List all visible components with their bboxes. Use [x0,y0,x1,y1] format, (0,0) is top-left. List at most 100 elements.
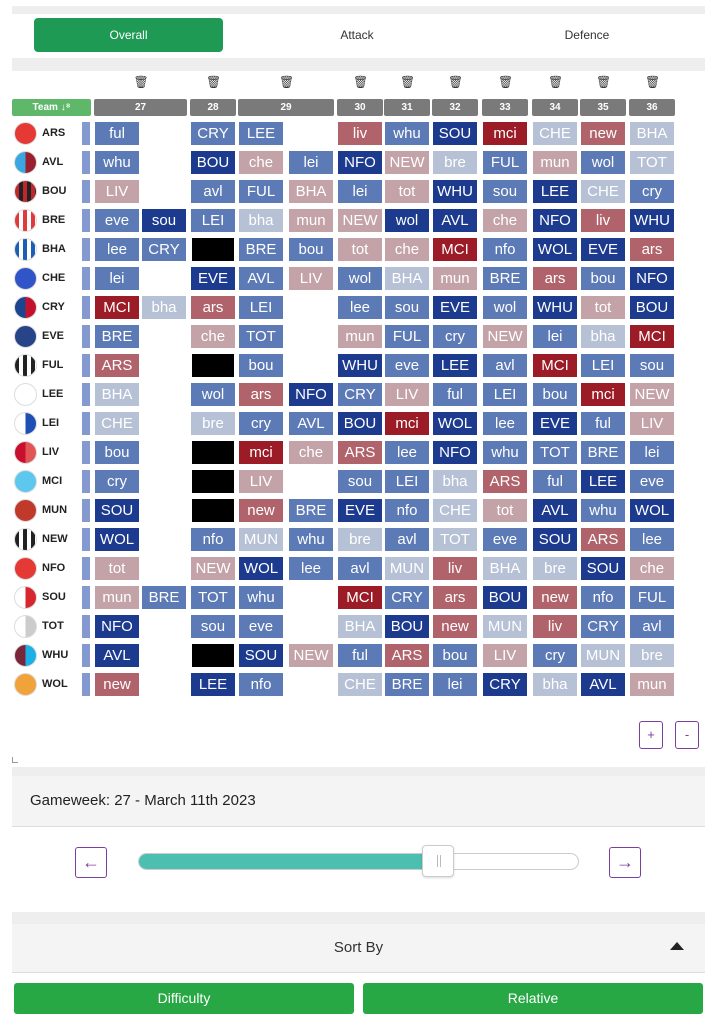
fixture-cell[interactable]: TOT [239,325,283,348]
fixture-cell[interactable]: LEE [581,470,625,493]
fixture-cell[interactable]: LEI [581,354,625,377]
fixture-cell[interactable]: bou [289,238,333,261]
fixture-cell[interactable]: sou [338,470,382,493]
gameweek-header[interactable]: 30 [337,99,383,116]
fixture-cell[interactable]: TOT [433,528,477,551]
fixture-cell[interactable]: che [289,441,333,464]
fixture-cell[interactable]: ars [191,296,235,319]
fixture-cell[interactable]: LEI [483,383,527,406]
fixture-cell[interactable]: lei [433,673,477,696]
trash-icon[interactable]: 🗑 [645,75,661,89]
fixture-cell[interactable]: eve [483,528,527,551]
zoom-in-button[interactable]: + [639,721,663,749]
fixture-cell[interactable]: whu [581,499,625,522]
fixture-cell[interactable]: lei [95,267,139,290]
fixture-cell[interactable]: AVL [433,209,477,232]
fixture-cell[interactable]: CRY [191,122,235,145]
next-gameweek-button[interactable]: → [609,847,641,878]
fixture-cell[interactable]: NEW [630,383,674,406]
fixture-cell[interactable]: eve [95,209,139,232]
fixture-cell[interactable]: avl [385,528,429,551]
fixture-cell[interactable]: ful [338,644,382,667]
fixture-cell[interactable]: NFO [433,441,477,464]
gameweek-header[interactable]: 27 [94,99,187,116]
fixture-cell[interactable]: lei [533,325,577,348]
fixture-cell[interactable]: EVE [533,412,577,435]
fixture-cell[interactable]: mun [95,586,139,609]
fixture-cell[interactable]: nfo [483,238,527,261]
fixture-cell[interactable]: EVE [433,296,477,319]
trash-icon[interactable]: 🗑 [448,75,464,89]
fixture-cell[interactable]: EVE [581,238,625,261]
fixture-cell[interactable]: CHE [95,412,139,435]
fixture-cell[interactable]: mci [239,441,283,464]
fixture-cell[interactable]: sou [191,615,235,638]
fixture-cell[interactable]: MCI [433,238,477,261]
fixture-cell[interactable]: che [630,557,674,580]
fixture-cell[interactable]: ful [533,470,577,493]
fixture-cell[interactable]: FUL [385,325,429,348]
relative-button[interactable]: Relative [363,983,703,1014]
fixture-cell[interactable]: sou [630,354,674,377]
fixture-cell[interactable]: tot [338,238,382,261]
fixture-cell[interactable]: eve [239,615,283,638]
difficulty-button[interactable]: Difficulty [14,983,354,1014]
fixture-cell[interactable]: SOU [239,644,283,667]
fixture-cell[interactable]: MCI [533,354,577,377]
resize-handle[interactable] [12,757,18,763]
fixture-cell[interactable]: tot [483,499,527,522]
fixture-cell[interactable]: ars [433,586,477,609]
fixture-cell[interactable]: LIV [289,267,333,290]
fixture-cell[interactable]: ful [95,122,139,145]
fixture-cell[interactable]: mun [533,151,577,174]
fixture-cell[interactable]: AVL [95,644,139,667]
trash-icon[interactable]: 🗑 [133,75,149,89]
fixture-cell[interactable]: wol [581,151,625,174]
fixture-cell[interactable]: new [533,586,577,609]
gameweek-header[interactable]: 33 [482,99,528,116]
fixture-cell[interactable]: CRY [338,383,382,406]
fixture-cell[interactable]: LIV [239,470,283,493]
fixture-cell[interactable]: WHU [630,209,674,232]
fixture-cell[interactable]: cry [630,180,674,203]
fixture-cell[interactable]: BOU [385,615,429,638]
fixture-cell[interactable]: WOL [630,499,674,522]
fixture-cell[interactable]: LIV [630,412,674,435]
fixture-cell[interactable]: cry [239,412,283,435]
fixture-cell[interactable]: TOT [630,151,674,174]
fixture-cell[interactable]: ARS [483,470,527,493]
fixture-cell[interactable]: sou [142,209,186,232]
fixture-cell[interactable]: bre [630,644,674,667]
fixture-cell[interactable]: WHU [338,354,382,377]
fixture-cell[interactable]: wol [191,383,235,406]
fixture-cell[interactable]: liv [338,122,382,145]
fixture-cell[interactable]: whu [95,151,139,174]
fixture-cell[interactable]: bou [533,383,577,406]
fixture-cell[interactable]: LIV [483,644,527,667]
fixture-cell[interactable]: LIV [385,383,429,406]
fixture-cell[interactable]: MUN [239,528,283,551]
fixture-cell[interactable]: ARS [95,354,139,377]
fixture-cell[interactable]: EVE [191,267,235,290]
fixture-cell[interactable]: mun [289,209,333,232]
fixture-cell[interactable]: NFO [338,151,382,174]
fixture-cell[interactable]: AVL [533,499,577,522]
fixture-cell[interactable]: WHU [533,296,577,319]
fixture-cell[interactable]: bou [433,644,477,667]
fixture-cell[interactable]: NEW [289,644,333,667]
fixture-cell[interactable]: CRY [385,586,429,609]
fixture-cell[interactable]: BOU [191,151,235,174]
fixture-cell[interactable]: eve [630,470,674,493]
fixture-cell[interactable]: cry [95,470,139,493]
fixture-cell[interactable]: BRE [385,673,429,696]
fixture-cell[interactable]: new [239,499,283,522]
fixture-cell[interactable]: avl [483,354,527,377]
fixture-cell[interactable]: SOU [533,528,577,551]
fixture-cell[interactable]: ful [433,383,477,406]
fixture-cell[interactable]: BOU [338,412,382,435]
fixture-cell[interactable]: bou [581,267,625,290]
fixture-cell[interactable]: che [239,151,283,174]
fixture-cell[interactable]: tot [385,180,429,203]
fixture-cell[interactable]: CHE [581,180,625,203]
fixture-cell[interactable]: WHU [433,180,477,203]
